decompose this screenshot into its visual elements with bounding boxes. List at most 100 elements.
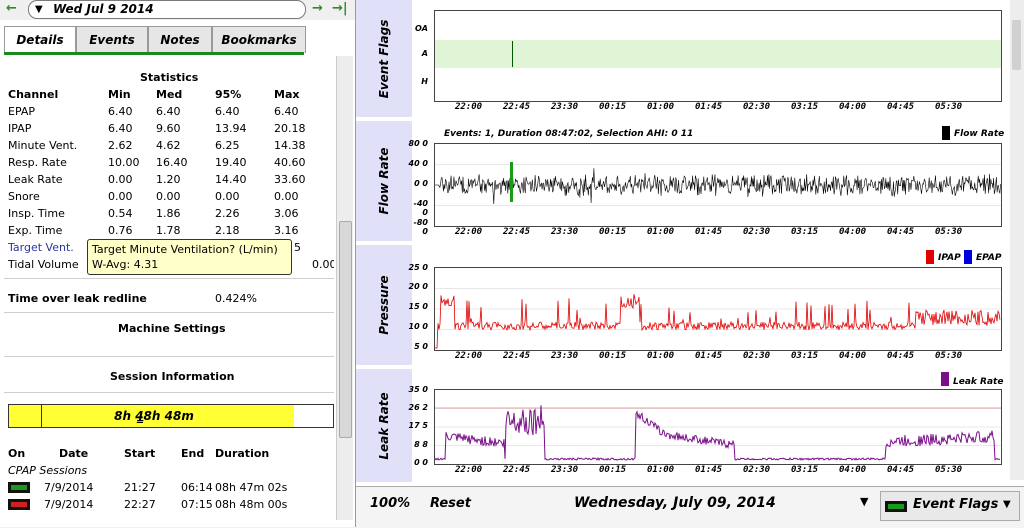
- time-tick-label: 02:30: [743, 102, 771, 112]
- event-flags-panel: Event Flags OA A H 22:00 22:45 23:30 00:15 0…: [356, 0, 1008, 117]
- time-tick-label: 22:45: [503, 351, 531, 361]
- stat-cell: Exp. Time: [8, 224, 63, 237]
- ipap-legend-swatch: [926, 250, 934, 264]
- tab-details[interactable]: Details: [4, 26, 76, 54]
- time-tick-label: 01:45: [695, 227, 723, 237]
- event-flags-graph[interactable]: [434, 10, 1002, 102]
- tab-notes[interactable]: Notes: [148, 26, 212, 53]
- session-start: 22:27: [124, 498, 156, 511]
- time-tick-label: 05:30: [935, 465, 963, 475]
- y-tick-label: A: [421, 49, 428, 58]
- time-tick-label: 04:00: [839, 227, 867, 237]
- time-tick-label: 22:00: [455, 102, 483, 112]
- stat-cell: EPAP: [8, 105, 36, 118]
- prev-day-icon[interactable]: ←: [6, 1, 17, 16]
- session-header-duration: Duration: [215, 447, 270, 460]
- session-info-title[interactable]: Session Information: [110, 370, 235, 383]
- stat-cell: 0.00: [215, 190, 240, 203]
- pressure-graph[interactable]: [434, 267, 1002, 351]
- time-tick-label: 23:30: [551, 351, 579, 361]
- calendar-dropdown-icon[interactable]: ▼: [35, 4, 43, 15]
- stat-cell: 20.18: [274, 122, 306, 135]
- chevron-down-icon: ▼: [1003, 499, 1011, 510]
- event-flags-selector[interactable]: Event Flags ▼: [880, 491, 1020, 521]
- tab-bookmarks[interactable]: Bookmarks: [212, 26, 306, 53]
- time-tick-label: 02:30: [743, 227, 771, 237]
- next-day-icon[interactable]: →: [312, 1, 323, 16]
- divider: [4, 356, 334, 357]
- stat-cell: Insp. Time: [8, 207, 65, 220]
- event-flags-toggle-icon: [885, 501, 907, 512]
- y-tick-label: 15 0: [408, 302, 428, 311]
- stat-cell: 14.40: [215, 173, 247, 186]
- time-tick-label: 03:15: [791, 227, 819, 237]
- session-end: 07:15: [181, 498, 213, 511]
- y-tick-label: 17 5: [408, 421, 428, 430]
- session-toggle-icon[interactable]: [8, 482, 30, 493]
- left-panel: ← ▼ Wed Jul 9 2014 → →| Details Events N…: [0, 0, 356, 527]
- date-dropdown-icon[interactable]: ▼: [860, 495, 869, 508]
- event-flags-axis-title: Event Flags: [356, 0, 412, 117]
- stat-cell: 9.60: [156, 122, 181, 135]
- tooltip: Target Minute Ventilation? (L/min) W-Avg…: [87, 239, 292, 275]
- time-tick-label: 22:45: [503, 465, 531, 475]
- time-tick-label: 23:30: [551, 227, 579, 237]
- last-day-icon[interactable]: →|: [332, 1, 348, 16]
- session-toggle-icon[interactable]: [8, 499, 30, 510]
- stat-cell: 6.40: [215, 105, 240, 118]
- session-header-end: End: [181, 447, 205, 460]
- stat-cell: 13.94: [215, 122, 247, 135]
- stat-cell: 6.40: [274, 105, 299, 118]
- session-header-on: On: [8, 447, 26, 460]
- flow-rate-panel: Flow Rate Events: 1, Duration 08:47:02, …: [356, 121, 1008, 241]
- leak-rate-graph[interactable]: [434, 389, 1002, 465]
- time-tick-label: 23:30: [551, 465, 579, 475]
- y-tick-label: -40 0: [413, 199, 428, 217]
- leak-rate-panel: Leak Rate Leak Rate 35 0 26 2 17 5 8 8 0…: [356, 369, 1008, 482]
- time-tick-label: 02:30: [743, 351, 771, 361]
- left-scrollbar-thumb[interactable]: [339, 221, 352, 438]
- y-tick-label: 35 0: [408, 385, 428, 394]
- time-tick-label: 05:30: [935, 351, 963, 361]
- time-tick-label: 22:00: [455, 351, 483, 361]
- stat-cell: 10.00: [108, 156, 140, 169]
- y-tick-label: 0 0: [414, 179, 428, 188]
- zoom-level[interactable]: 100%: [370, 496, 411, 511]
- y-tick-label: H: [421, 77, 428, 86]
- flow-rate-legend: Flow Rate: [954, 129, 1005, 139]
- stat-cell: Leak Rate: [8, 173, 63, 186]
- time-tick-label: 00:15: [599, 351, 627, 361]
- ipap-legend: IPAP: [938, 253, 961, 263]
- pressure-panel: Pressure IPAP EPAP 25 0 20 0 15 0 10 0 5…: [356, 245, 1008, 365]
- left-scrollbar[interactable]: [336, 56, 353, 520]
- tab-events[interactable]: Events: [76, 26, 148, 53]
- machine-settings-title[interactable]: Machine Settings: [118, 322, 226, 335]
- divider: [4, 392, 334, 393]
- stat-cell: Target Vent.: [8, 241, 74, 254]
- y-tick-label: 80 0: [408, 139, 428, 148]
- stat-header: Channel: [8, 88, 59, 101]
- stat-cell: 6.40: [108, 122, 133, 135]
- event-flags-selector-label: Event Flags: [913, 497, 999, 512]
- flow-rate-graph[interactable]: [434, 143, 1002, 227]
- stat-cell: 3.06: [274, 207, 299, 220]
- divider: [4, 278, 334, 279]
- graph-toolbar: 100% Reset Wednesday, July 09, 2014 ▼ Ev…: [356, 486, 1024, 528]
- graph-scrollbar-thumb[interactable]: [1012, 20, 1021, 70]
- time-tick-label: 22:00: [455, 465, 483, 475]
- date-selector[interactable]: ▼ Wed Jul 9 2014: [28, 0, 306, 19]
- stat-header: Min: [108, 88, 131, 101]
- stat-cell: 3.16: [274, 224, 299, 237]
- y-tick-label: 8 8: [414, 440, 428, 449]
- stat-cell: 40.60: [274, 156, 306, 169]
- reset-button[interactable]: Reset: [430, 496, 471, 511]
- time-tick-label: 01:45: [695, 102, 723, 112]
- stat-cell: 0.54: [108, 207, 133, 220]
- leak-rate-waveform: [434, 405, 1001, 462]
- time-tick-label: 00:15: [599, 102, 627, 112]
- apnea-event-marker[interactable]: [512, 41, 513, 67]
- time-tick-label: 22:45: [503, 102, 531, 112]
- stat-cell: 1.20: [156, 173, 181, 186]
- graph-scrollbar[interactable]: [1010, 0, 1024, 480]
- cpap-sessions-label: CPAP Sessions: [8, 464, 88, 477]
